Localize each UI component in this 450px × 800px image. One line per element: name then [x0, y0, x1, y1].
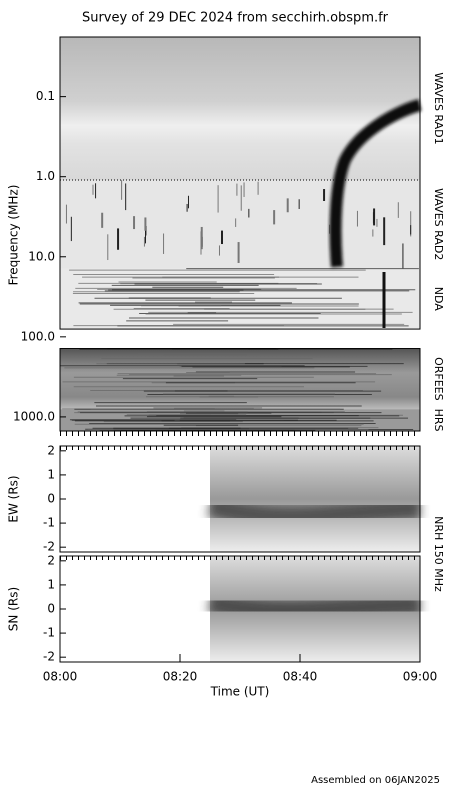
y-tick-label: 0.1 — [36, 89, 55, 103]
y-tick-label: 1000.0 — [13, 409, 55, 423]
y-tick-label: -2 — [43, 650, 55, 664]
panel-label: ORFEES — [432, 357, 445, 401]
x-tick-label: 08:40 — [283, 670, 318, 684]
y-tick-label: 1 — [47, 467, 55, 481]
y-axis-label: SN (Rs) — [7, 587, 21, 631]
minor-ticks — [60, 556, 420, 560]
spectrogram-panel — [60, 180, 420, 269]
panel-label: WAVES RAD1 — [432, 72, 445, 144]
x-tick-label: 09:00 — [403, 670, 438, 684]
y-axis-label: EW (Rs) — [7, 475, 21, 522]
y-tick-label: 2 — [47, 553, 55, 567]
y-tick-label: 2 — [47, 443, 55, 457]
source-band — [207, 591, 421, 622]
footer: Assembled on 06JAN2025 — [311, 775, 440, 786]
y-tick-label: 0 — [47, 602, 55, 616]
x-tick-label: 08:20 — [163, 670, 198, 684]
minor-ticks — [60, 431, 420, 436]
x-tick-label: 08:00 — [43, 670, 78, 684]
y-tick-label: 100.0 — [21, 329, 55, 343]
chart-title: Survey of 29 DEC 2024 from secchirh.obsp… — [82, 11, 389, 26]
panel-label: HRS — [432, 409, 445, 432]
source-band — [207, 495, 421, 528]
x-axis-label: Time (UT) — [210, 685, 270, 699]
frame — [59, 36, 421, 330]
panel-label: NDA — [432, 287, 445, 312]
y-tick-label: 0 — [47, 492, 55, 506]
y-tick-label: 10.0 — [28, 249, 55, 263]
y-tick-label: -2 — [43, 540, 55, 554]
minor-ticks — [60, 446, 420, 450]
instrument-label: NRH 150 MHz — [432, 516, 445, 592]
panel-label: WAVES RAD2 — [432, 188, 445, 260]
y-axis-label: Frequency (MHz) — [7, 185, 21, 286]
spectrogram-panel — [60, 37, 420, 181]
y-tick-label: 1.0 — [36, 169, 55, 183]
y-tick-label: -1 — [43, 516, 55, 530]
y-tick-label: 1 — [47, 577, 55, 591]
type-iii-burst — [329, 99, 422, 268]
nrh-image — [210, 446, 420, 552]
y-tick-label: -1 — [43, 626, 55, 640]
